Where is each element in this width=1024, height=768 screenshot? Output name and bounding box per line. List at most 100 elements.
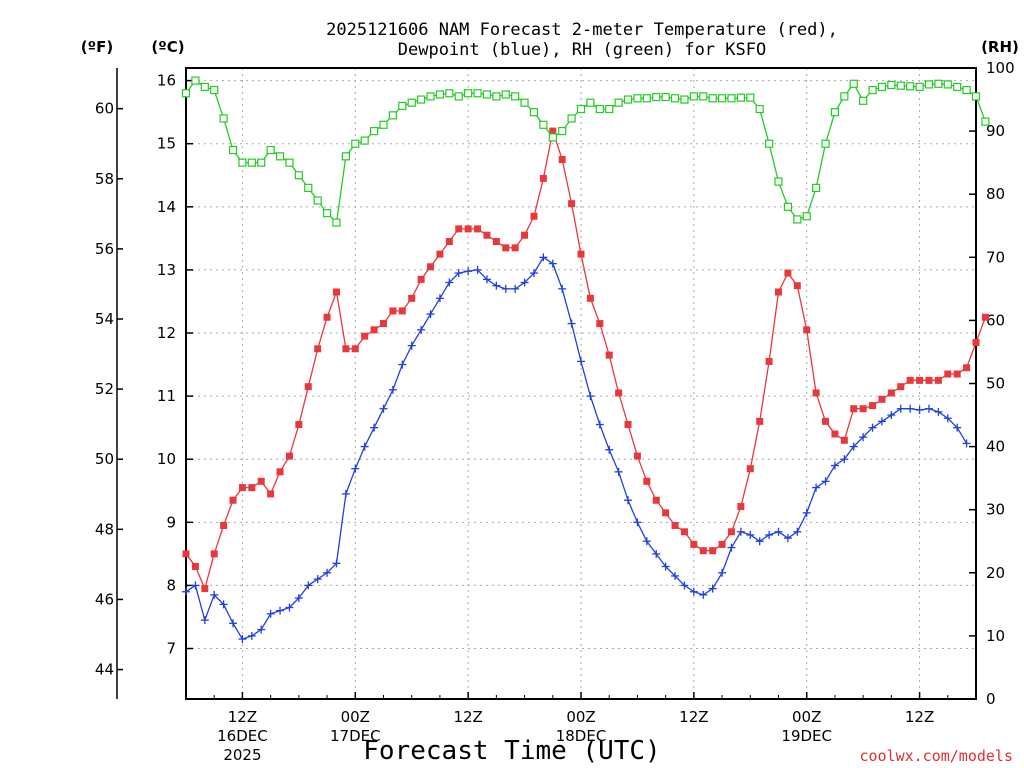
x-tick-label: 16DEC — [217, 727, 268, 745]
temperature-point — [690, 540, 698, 548]
temperature-point — [944, 370, 952, 378]
x-tick-label: 12Z — [228, 708, 257, 726]
temperature-point — [662, 509, 670, 517]
rh-point — [238, 158, 247, 167]
rh-point — [642, 94, 651, 103]
rh-point — [717, 94, 727, 103]
dewpoint-point — [906, 404, 915, 413]
temperature-point — [229, 496, 237, 504]
dewpoint-point — [689, 587, 698, 596]
dewpoint-point — [699, 590, 708, 599]
dewpoint-point — [341, 489, 350, 498]
dewpoint-point — [266, 609, 275, 618]
x-tick-label: 12Z — [453, 708, 482, 726]
celsius-tick-label: 7 — [166, 640, 176, 658]
temperature-point — [558, 155, 566, 163]
temperature-point — [257, 477, 265, 485]
temperature-point — [822, 417, 830, 425]
dewpoint-point — [200, 616, 209, 625]
dewpoint-point — [351, 464, 360, 473]
rh-point — [755, 104, 764, 114]
temperature-point — [859, 405, 867, 413]
x-tick-label: 2025 — [223, 746, 261, 764]
rh-point — [200, 82, 209, 92]
temperature-point — [323, 313, 331, 321]
x-tick-label: 12Z — [679, 708, 708, 726]
temperature-point — [474, 225, 482, 233]
temperature-point — [775, 288, 782, 296]
dewpoint-point — [238, 635, 247, 644]
rh-point — [426, 92, 435, 101]
temperature-point — [398, 307, 406, 315]
dewpoint-line — [185, 256, 968, 640]
rh-tick-label: 20 — [986, 564, 1005, 582]
rh-point — [210, 85, 219, 95]
temperature-point — [511, 244, 519, 252]
rh-point — [821, 139, 830, 148]
rh-point — [454, 92, 463, 101]
dewpoint-point — [313, 575, 322, 584]
dewpoint-point — [830, 461, 839, 470]
rh-point — [369, 126, 379, 136]
dewpoint-point — [605, 445, 614, 454]
rh-point — [830, 108, 840, 117]
x-tick-label: 00Z — [341, 708, 370, 726]
dewpoint-point — [426, 310, 435, 319]
dewpoint-point — [642, 537, 651, 546]
fahrenheit-tick-label: 60 — [95, 100, 114, 118]
dewpoint-point — [285, 603, 294, 612]
celsius-tick-label: 14 — [157, 198, 176, 216]
fahrenheit-tick-label: 58 — [95, 170, 114, 188]
rh-tick-label: 100 — [986, 59, 1015, 77]
rh-point — [501, 90, 510, 99]
dewpoint-point — [435, 294, 444, 303]
source-credit: coolwx.com/models — [859, 747, 1013, 765]
temperature-point — [210, 550, 218, 558]
rh-point — [257, 158, 266, 167]
temperature-point — [624, 421, 632, 429]
celsius-tick-label: 8 — [166, 576, 176, 594]
rh-point — [511, 92, 520, 101]
temperature-point — [784, 269, 792, 277]
rh-tick-label: 30 — [986, 501, 1005, 519]
dewpoint-point — [924, 404, 933, 413]
temperature-point — [408, 294, 416, 302]
temperature-point — [417, 275, 425, 283]
dewpoint-point — [887, 411, 896, 420]
rh-point — [943, 80, 952, 89]
rh-point — [953, 82, 962, 92]
dewpoint-point — [812, 483, 821, 492]
temperature-point — [464, 225, 472, 233]
dewpoint-point — [548, 259, 557, 268]
rh-tick-label: 80 — [986, 185, 1005, 203]
dewpoint-point — [558, 284, 567, 293]
chart-title-line-1: 2025121606 NAM Forecast 2-meter Temperat… — [326, 20, 838, 40]
dewpoint-point — [802, 508, 811, 517]
celsius-tick-label: 13 — [157, 261, 176, 279]
temperature-point — [389, 307, 397, 315]
dewpoint-point — [614, 467, 623, 476]
rh-point — [746, 93, 755, 102]
rh-tick-label: 90 — [986, 122, 1005, 140]
fahrenheit-tick-label: 44 — [95, 661, 114, 679]
dewpoint-point — [595, 420, 604, 429]
rh-point — [398, 101, 407, 110]
rh-point — [388, 111, 398, 120]
fahrenheit-tick-label: 50 — [95, 450, 114, 468]
temperature-point — [643, 477, 651, 485]
dewpoint-point — [718, 568, 727, 577]
dewpoint-point — [219, 600, 228, 609]
rh-point — [181, 89, 191, 98]
dewpoint-point — [868, 423, 877, 432]
temperature-point — [850, 405, 858, 413]
x-tick-label: 17DEC — [330, 727, 381, 745]
dewpoint-point — [304, 581, 313, 590]
temperature-point — [831, 430, 839, 438]
temperature-point — [972, 338, 980, 346]
dewpoint-point — [464, 267, 473, 276]
rh-point — [652, 92, 661, 102]
dewpoint-point — [388, 385, 397, 394]
dewpoint-point — [182, 587, 190, 596]
temperature-point — [342, 345, 350, 353]
